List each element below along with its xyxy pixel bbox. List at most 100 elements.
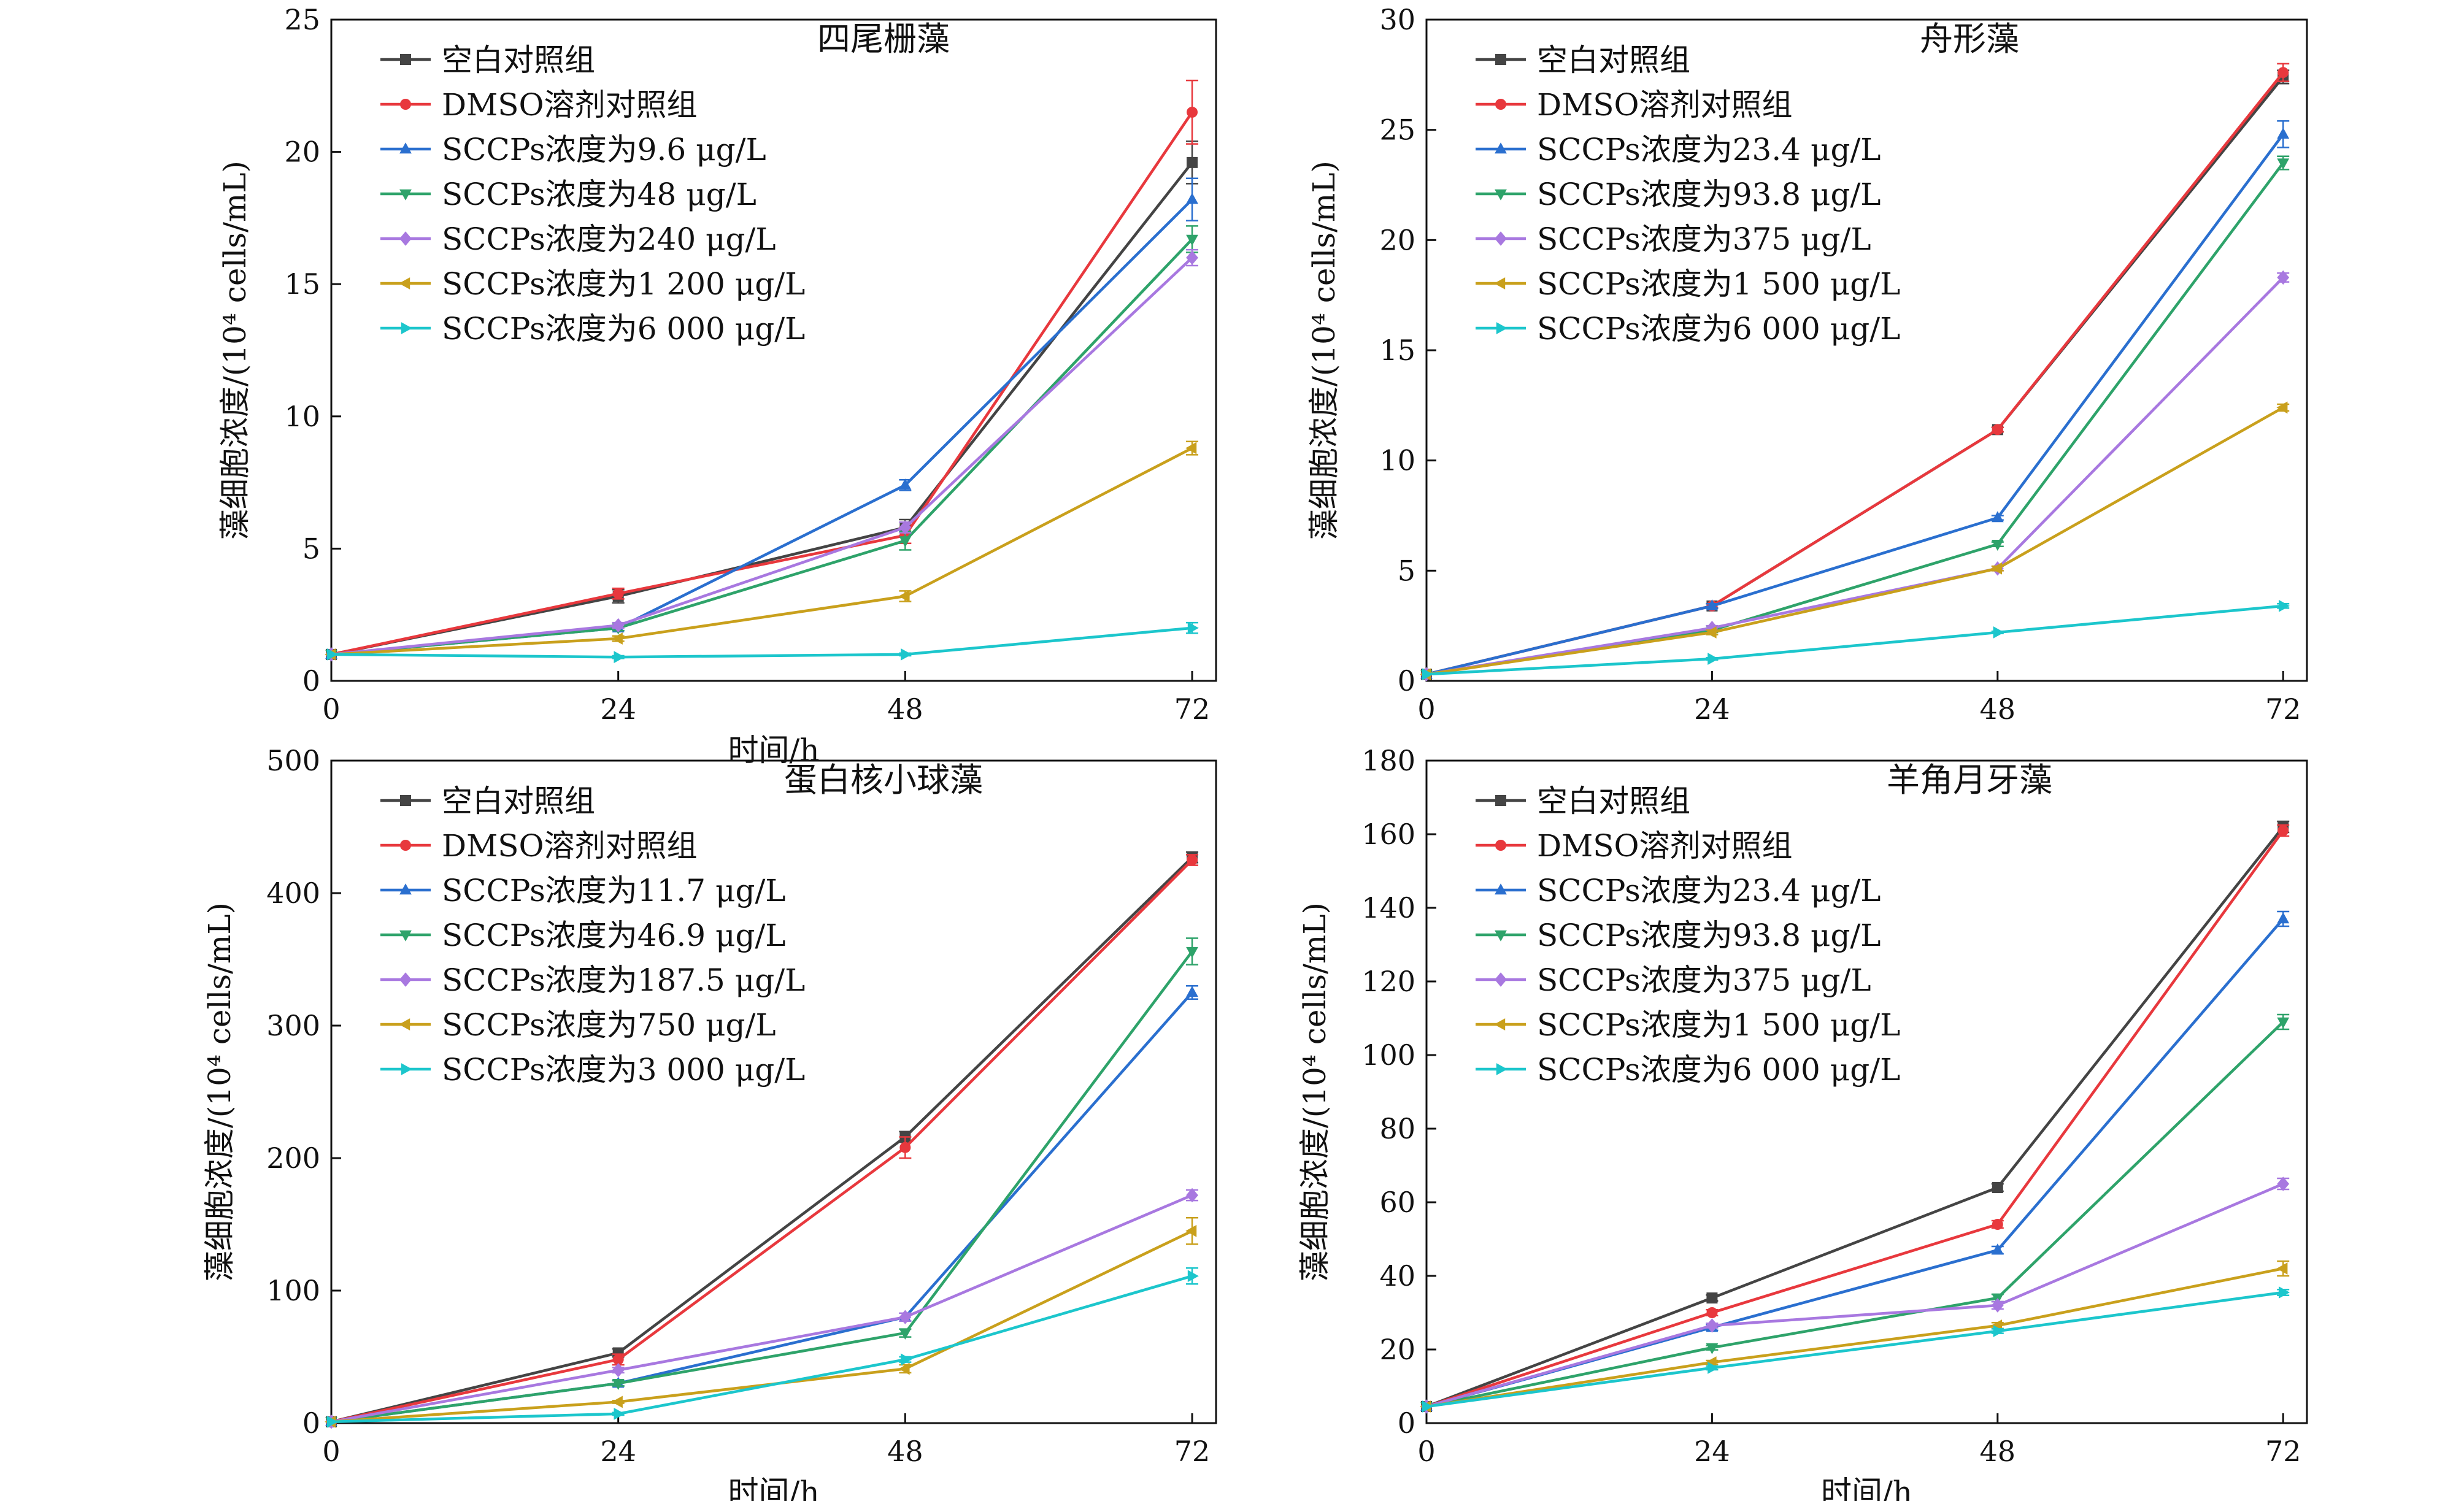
legend-swatch-marker [400,54,411,65]
data-point [1991,1298,2004,1313]
y-tick-label: 10 [1379,444,1415,477]
x-tick-label: 48 [887,693,923,726]
panel-selenastrum: 0 20 40 60 80 100 120 140 160 180 0 24 48 72 藻细胞浓度/(10… [1297,744,2308,1501]
x-tick-label: 72 [2265,1435,2301,1468]
series-line [331,950,1193,1424]
legend-label: SCCPs浓度为240 μg/L [442,221,776,257]
series-group [1420,401,2290,681]
series-group [325,248,1199,662]
y-tick-label: 120 [1361,965,1415,998]
data-point [1991,562,2003,575]
data-point [1705,626,1717,639]
legend-item: SCCPs浓度为375 μg/L [1476,221,1871,257]
data-point [1422,668,1433,681]
legend-swatch-marker [400,840,411,851]
series-line [1426,1021,2284,1408]
data-point [2276,1262,2288,1275]
legend-label: SCCPs浓度为6 000 μg/L [442,311,805,347]
legend-item: SCCPs浓度为9.6 μg/L [380,132,766,167]
series-line [1426,1267,2284,1408]
y-tick-label: 500 [266,744,320,777]
legend-item: SCCPs浓度为46.9 μg/L [380,918,786,953]
legend-swatch-marker [1495,972,1507,987]
y-tick-label: 25 [1379,113,1415,147]
legend-label: SCCPs浓度为46.9 μg/L [442,918,786,953]
y-tick-label: 5 [1398,554,1415,587]
series-line [331,859,1193,1424]
data-point [1187,106,1198,118]
data-point [1186,250,1198,265]
legend-swatch-marker [399,277,410,290]
legend-item: SCCPs浓度为48 μg/L [380,177,757,212]
data-point [898,1362,910,1375]
legend-item: SCCPs浓度为1 200 μg/L [380,266,805,302]
y-tick-label: 40 [1379,1259,1415,1292]
data-point [612,1362,625,1378]
data-point [1187,854,1198,866]
data-point [2277,67,2289,79]
data-point [2279,1286,2290,1299]
legend-swatch-marker [400,795,411,806]
legend-item: SCCPs浓度为3 000 μg/L [380,1052,805,1088]
x-tick-label: 24 [1694,1435,1730,1468]
y-tick-label: 15 [284,267,320,301]
panel-title: 四尾栅藻 [817,20,950,58]
y-axis-title: 藻细胞浓度/(10⁴ cells/mL) [1297,902,1333,1281]
panel-title: 舟形藻 [1920,20,2019,58]
data-point [2277,158,2290,170]
data-point [1186,946,1198,958]
legend-item: SCCPs浓度为6 000 μg/L [380,311,805,347]
series-group [326,1267,1199,1428]
data-point [612,1379,625,1390]
data-point [899,478,912,490]
legend-label: SCCPs浓度为9.6 μg/L [442,132,766,167]
data-point [1185,1224,1197,1237]
legend-label: SCCPs浓度为750 μg/L [442,1007,776,1043]
series-group [1421,824,2290,1412]
y-tick-label: 100 [266,1274,320,1307]
y-tick-label: 300 [266,1009,320,1042]
data-point [1706,599,1719,611]
y-tick-label: 160 [1361,818,1415,851]
legend-label: SCCPs浓度为48 μg/L [442,177,757,212]
series-group [1422,599,2290,681]
data-point [2279,599,2290,612]
series-group [1422,1286,2290,1413]
y-tick-label: 60 [1379,1186,1415,1219]
data-point [2277,825,2289,836]
y-tick-label: 100 [1361,1038,1415,1072]
legend-item: SCCPs浓度为750 μg/L [380,1007,776,1043]
legend-swatch-marker [401,322,412,334]
series-line [1426,829,2285,1408]
x-axis-title: 时间/h [728,1475,819,1501]
legend-label: DMSO溶剂对照组 [442,828,698,864]
legend-item: 空白对照组 [1476,783,1690,819]
plot-frame [1425,759,2308,1424]
x-tick-label: 24 [600,1435,636,1468]
legend-swatch-marker [1495,189,1507,201]
y-tick-label: 0 [1398,664,1415,697]
data-point [2277,912,2290,924]
series-line [1426,406,2284,676]
series-line [1426,133,2285,676]
legend-swatch-marker [399,142,412,154]
panel-navicula: 0 5 10 15 20 25 30 0 24 48 72 藻细胞浓度/(10⁴ cells/mL) 舟… [1306,3,2308,726]
legend-swatch-marker [1494,1018,1506,1031]
data-point [326,1415,338,1428]
data-point [1706,1307,1718,1318]
legend-swatch-marker [1495,795,1506,806]
legend-swatch-marker [399,883,412,895]
data-point [2276,401,2288,414]
legend-item: 空白对照组 [380,42,595,78]
data-point [899,536,912,548]
data-point [899,1142,911,1153]
data-point [901,648,912,661]
x-tick-label: 0 [322,693,340,726]
legend-label: SCCPs浓度为93.8 μg/L [1537,918,1881,953]
legend-label: SCCPs浓度为23.4 μg/L [1537,132,1881,167]
x-axis-title: 时间/h [728,732,819,768]
y-tick-label: 10 [284,400,320,433]
data-point [1422,1400,1433,1413]
x-tick-label: 0 [1417,1435,1435,1468]
